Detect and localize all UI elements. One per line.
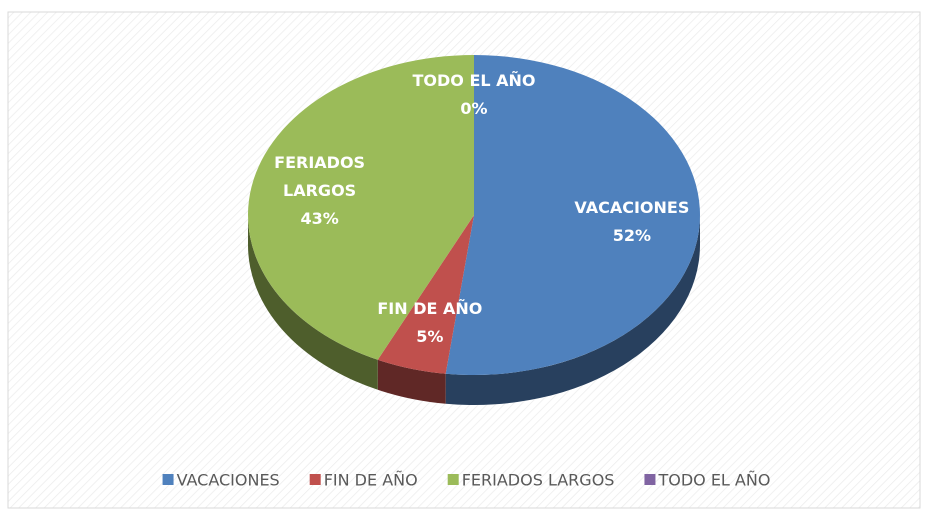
legend-label: FERIADOS LARGOS <box>462 471 615 490</box>
legend-marker <box>644 474 656 485</box>
legend-marker <box>447 474 459 485</box>
slice <box>247 55 474 360</box>
data-label-value: 52% <box>612 226 652 246</box>
slice <box>377 215 474 374</box>
legend-marker <box>162 474 174 485</box>
slice <box>445 55 700 375</box>
data-label: FERIADOS LARGOS 43% <box>250 149 390 233</box>
data-label-name: FIN DE AÑO <box>377 298 483 318</box>
slice-side <box>377 359 446 404</box>
slice-side <box>248 215 378 390</box>
data-label: TODO EL AÑO 0% <box>404 67 544 123</box>
data-label-name: VACACIONES <box>574 198 690 218</box>
data-label: VACACIONES 52% <box>562 194 702 250</box>
legend-marker <box>309 474 321 485</box>
legend-label: TODO EL AÑO <box>657 471 770 490</box>
legend-label: FIN DE AÑO <box>324 471 418 490</box>
data-label-name: TODO EL AÑO <box>412 71 536 90</box>
data-label-value: 5% <box>416 326 444 346</box>
slice-side <box>445 215 700 405</box>
legend-label: VACACIONES <box>177 471 280 490</box>
data-label-value: 0% <box>460 99 488 118</box>
data-label-name: FERIADOS LARGOS <box>274 152 366 200</box>
data-label-value: 43% <box>300 208 339 228</box>
data-label: FIN DE AÑO 5% <box>360 295 500 351</box>
